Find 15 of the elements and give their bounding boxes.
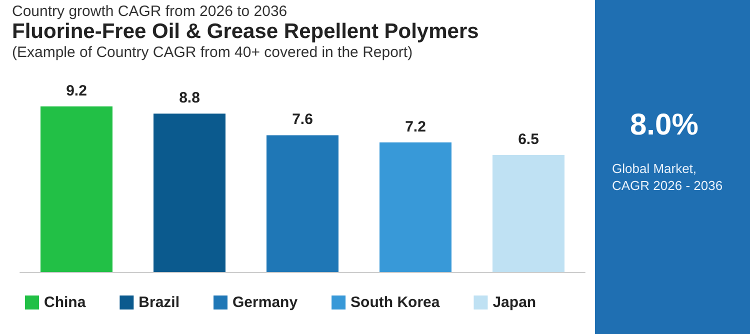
text: 8.0%: [630, 108, 698, 142]
legend-label: Brazil: [138, 294, 180, 311]
text: Country growth CAGR from 2026 to 2036: [12, 3, 288, 20]
data-label: 7.6: [292, 111, 313, 128]
data-label: 6.5: [518, 131, 539, 148]
text: Global Market, CAGR 2026 - 2036: [612, 161, 723, 193]
legend-label: China: [44, 294, 86, 311]
data-label: 9.2: [66, 82, 87, 100]
data-label: 7.2: [405, 118, 426, 136]
legend-label: Germany: [232, 294, 298, 311]
legend-label: Japan: [492, 294, 536, 311]
chart-title: Fluorine-Free Oil & Grease Repellent Polymers: [12, 20, 479, 43]
data-label: 8.8: [179, 90, 200, 107]
legend-label: South Korea: [350, 294, 440, 311]
chart-subtitle: (Example of Country CAGR from 40+ covered in the Report): [12, 44, 413, 61]
